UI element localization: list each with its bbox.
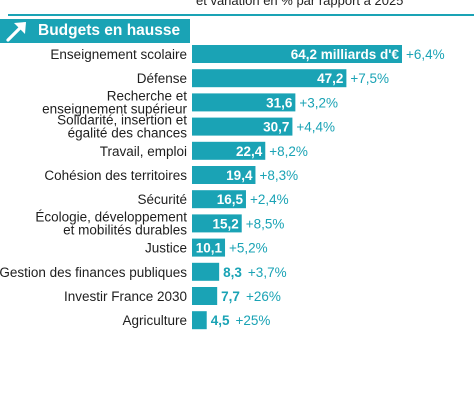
category-label: Investir France 2030 xyxy=(64,289,187,304)
bar xyxy=(192,166,256,184)
change-label: +26% xyxy=(246,289,281,304)
value-label: 47,2 xyxy=(317,71,343,86)
change-label: +7,5% xyxy=(350,71,389,86)
category-label: Défense xyxy=(137,71,187,86)
change-label: +3,7% xyxy=(248,265,287,280)
bar xyxy=(192,238,226,257)
value-label: 22,4 xyxy=(236,144,263,159)
header-rule xyxy=(8,14,474,16)
bar xyxy=(192,214,242,233)
chart-title: Budgets en hausse xyxy=(38,22,181,39)
category-label: Écologie, développement xyxy=(35,209,187,224)
change-label: +2,4% xyxy=(250,192,289,207)
change-label: +5,2% xyxy=(229,241,268,256)
category-label: égalité des chances xyxy=(68,126,188,141)
category-label: Enseignement scolaire xyxy=(50,47,187,62)
change-label: +8,2% xyxy=(269,144,308,159)
value-label: 30,7 xyxy=(263,120,289,135)
category-label: enseignement supérieur xyxy=(42,101,187,116)
value-label: 64,2 milliards d'€ xyxy=(291,47,400,62)
value-label: 8,3 xyxy=(223,265,242,280)
bar xyxy=(192,287,218,305)
category-label: Justice xyxy=(145,241,187,256)
header-bar xyxy=(0,19,190,43)
value-label: 15,2 xyxy=(212,216,238,231)
category-label: Agriculture xyxy=(122,313,187,328)
category-label: Gestion des finances publiques xyxy=(0,265,187,280)
value-label: 10,1 xyxy=(196,241,223,256)
bar xyxy=(192,190,246,209)
bar xyxy=(192,262,220,281)
category-label: Cohésion des territoires xyxy=(44,168,187,183)
change-label: +25% xyxy=(236,313,271,328)
category-label: Recherche et xyxy=(107,88,188,103)
change-label: +8,3% xyxy=(259,168,298,183)
value-label: 16,5 xyxy=(217,192,244,207)
bar xyxy=(192,117,293,136)
category-label: Sécurité xyxy=(137,192,187,207)
value-label: 31,6 xyxy=(266,95,293,110)
bar xyxy=(192,93,296,112)
bar xyxy=(192,45,402,63)
trend-up-arrow-icon xyxy=(6,22,26,42)
change-label: +4,4% xyxy=(296,120,335,135)
category-label: et mobilités durables xyxy=(63,222,187,237)
chart-subtitle: et variation en % par rapport à 2025 xyxy=(196,0,404,8)
category-label: Solidarité, insertion et xyxy=(57,113,187,128)
chart-header: Budgets en hausse xyxy=(0,14,474,43)
category-label: Travail, emploi xyxy=(100,144,187,159)
bar xyxy=(192,69,347,88)
value-label: 19,4 xyxy=(226,168,253,183)
bar xyxy=(192,141,266,160)
value-label: 4,5 xyxy=(211,313,230,328)
change-label: +8,5% xyxy=(246,216,285,231)
change-label: +6,4% xyxy=(406,47,445,62)
bar xyxy=(192,311,207,330)
value-label: 7,7 xyxy=(221,289,240,304)
change-label: +3,2% xyxy=(299,95,338,110)
